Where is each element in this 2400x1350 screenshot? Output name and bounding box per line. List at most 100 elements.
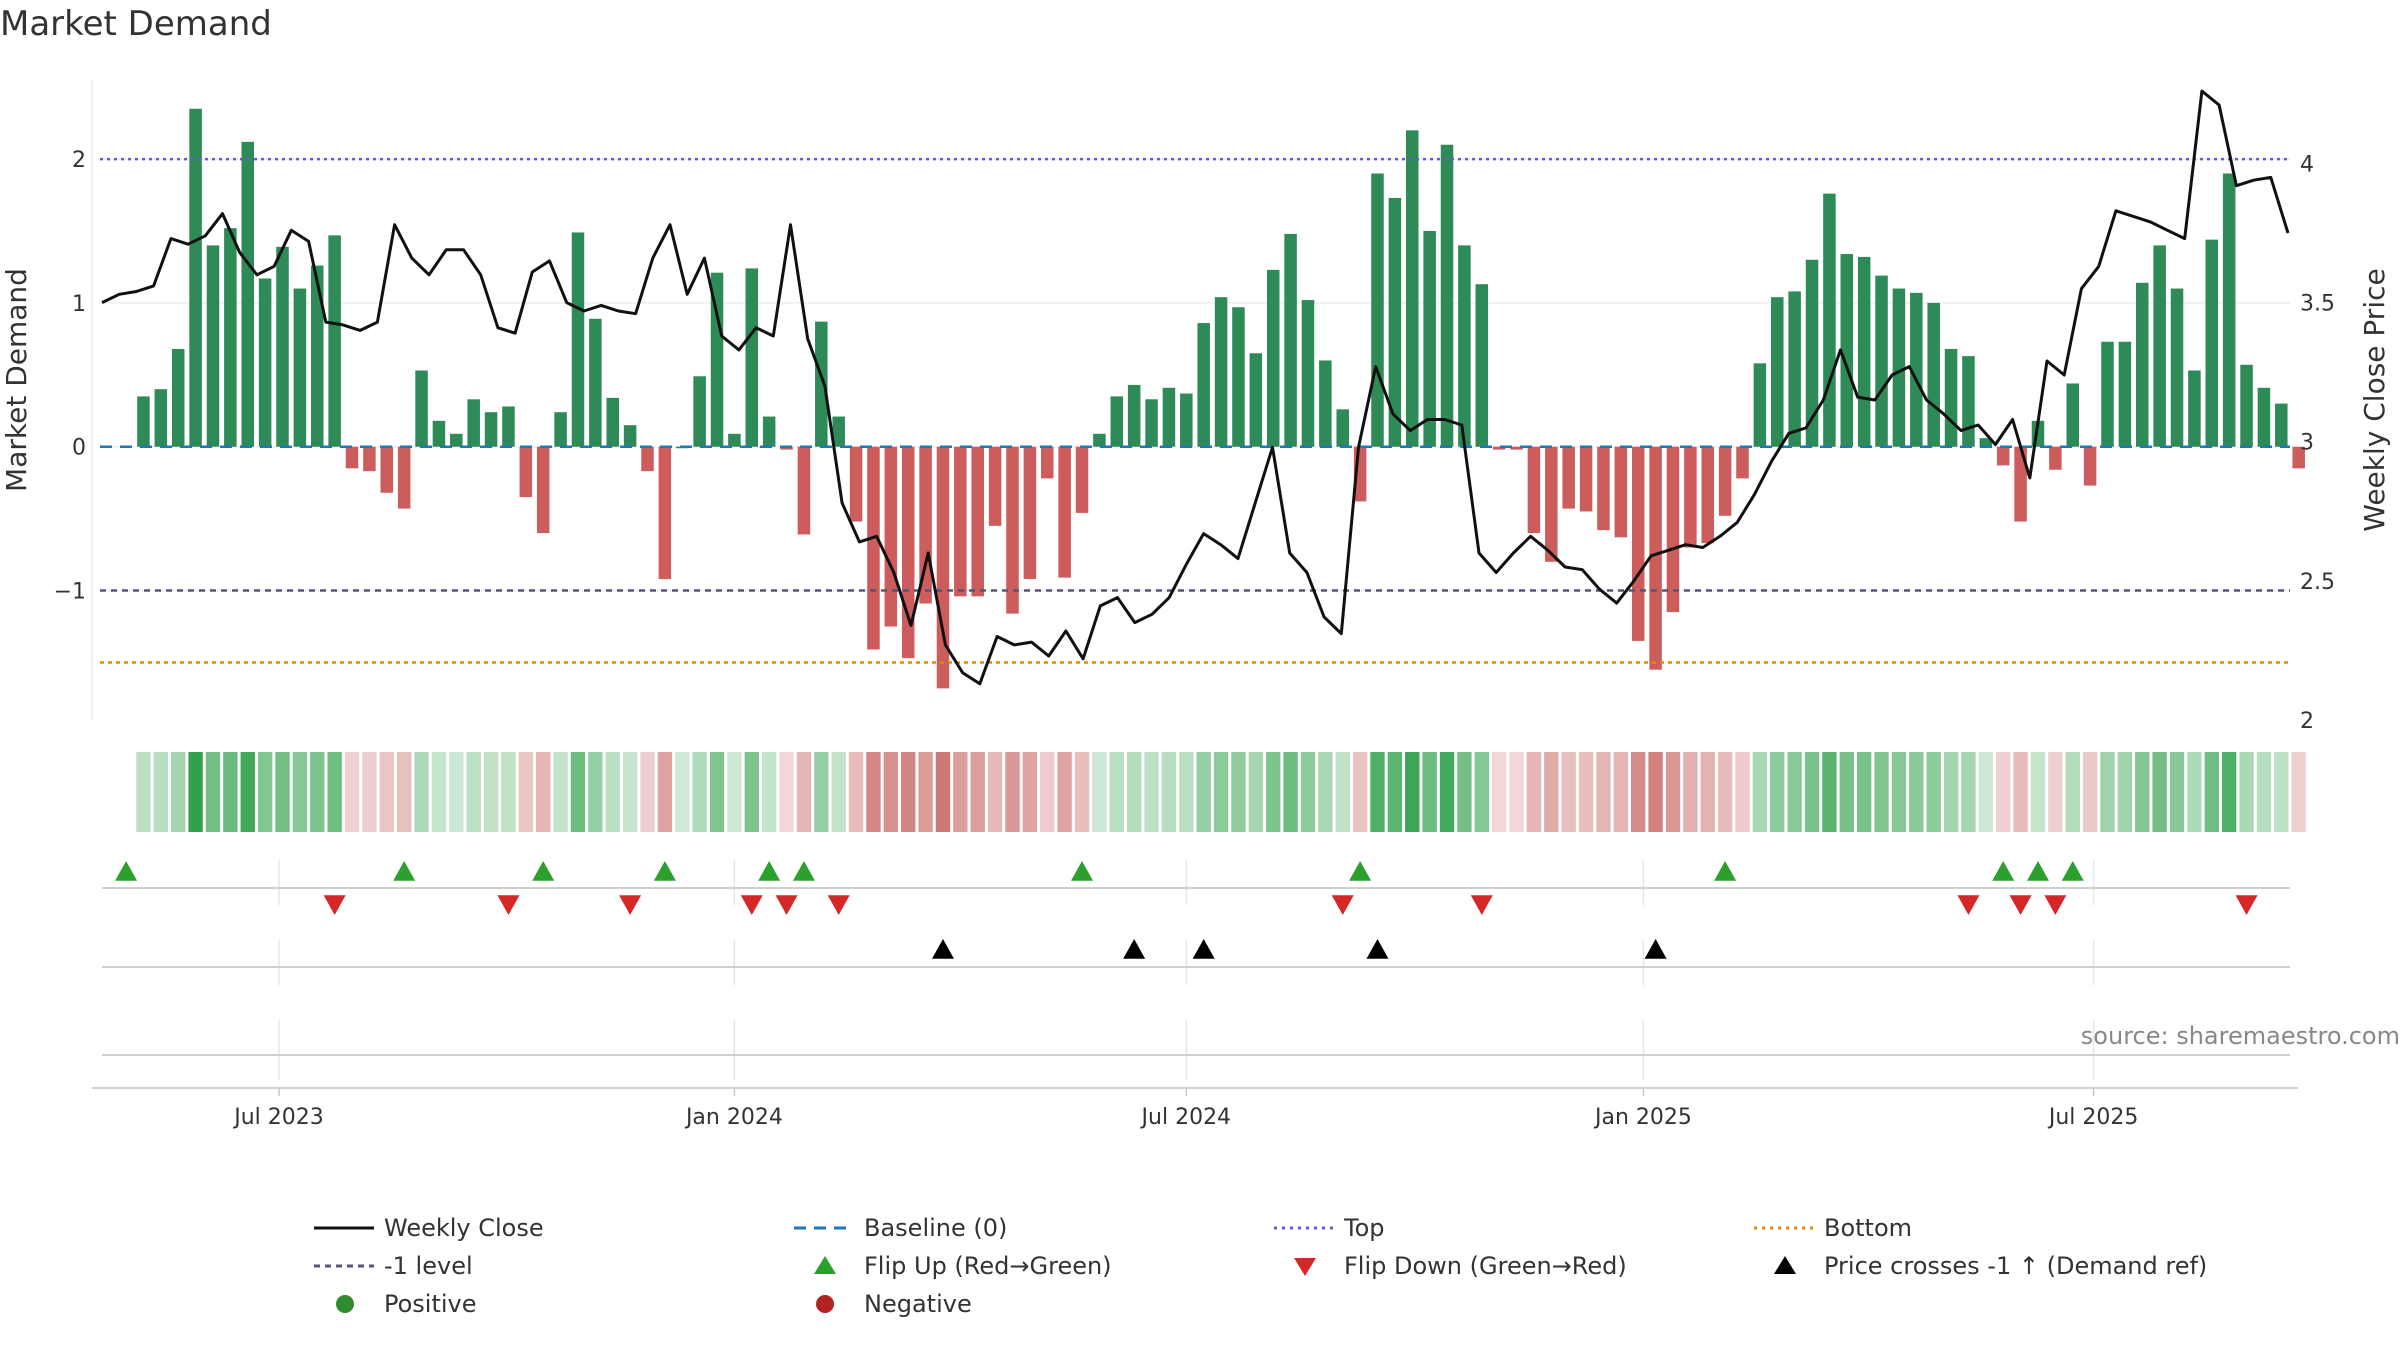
- heat-cell: [605, 752, 620, 832]
- heat-cell: [275, 752, 290, 832]
- heat-cell: [1352, 752, 1368, 832]
- demand-bar: [815, 321, 828, 447]
- y-axis-label: Market Demand: [0, 268, 33, 492]
- heat-cell: [2221, 752, 2237, 832]
- demand-bar: [1162, 387, 1176, 447]
- heat-cell: [1961, 752, 1976, 832]
- legend-label: Negative: [864, 1290, 972, 1318]
- demand-bar: [1805, 259, 1819, 447]
- heat-cell: [1283, 752, 1298, 832]
- heat-cell: [1978, 752, 1994, 832]
- flip-down-marker: [2044, 895, 2067, 915]
- heat-cell: [1735, 752, 1750, 832]
- reference-lines: [100, 157, 2290, 664]
- heat-cell: [2204, 752, 2219, 832]
- heat-cell: [1422, 752, 1437, 832]
- demand-bar: [2118, 341, 2132, 447]
- legend-item-minus-one: -1 level: [310, 1248, 473, 1284]
- y2-tick-label: 4: [2300, 152, 2314, 177]
- heat-cell: [657, 752, 673, 832]
- demand-bar: [762, 416, 776, 447]
- demand-bar: [867, 446, 880, 650]
- heat-cell: [622, 752, 638, 832]
- heat-cell: [2065, 752, 2080, 832]
- legend-dash-blue-icon: [794, 1226, 854, 1230]
- heat-cell: [2030, 752, 2046, 832]
- demand-bar: [728, 433, 741, 447]
- heat-cell: [1057, 752, 1072, 832]
- demand-bar: [884, 446, 898, 627]
- heat-cell: [1370, 752, 1385, 832]
- heat-cell: [796, 752, 812, 832]
- heat-cell: [327, 752, 342, 832]
- legend-label: Positive: [384, 1290, 477, 1318]
- legend-item-price-cross: Price crosses -1 ↑ (Demand ref): [1750, 1248, 2207, 1284]
- heat-cell: [2100, 752, 2115, 832]
- heat-cell: [1405, 752, 1420, 832]
- y2-axis-label: Weekly Close Price: [2358, 268, 2391, 531]
- demand-bar: [2257, 387, 2271, 447]
- demand-bar: [1475, 284, 1489, 447]
- circle-red-icon: [816, 1295, 834, 1313]
- heat-cell: [1266, 752, 1281, 832]
- heat-cell: [1544, 752, 1559, 832]
- demand-bar: [432, 420, 446, 447]
- heat-cell: [1179, 752, 1194, 832]
- heat-cell: [1996, 752, 2011, 832]
- x-tick-label: Jul 2024: [1140, 1105, 1232, 1130]
- heat-cell: [1648, 752, 1663, 832]
- legend-dash-gray-icon: [314, 1264, 374, 1268]
- demand-bar: [2170, 288, 2184, 447]
- heat-cell: [553, 752, 568, 832]
- demand-bar: [293, 288, 307, 447]
- demand-bar: [971, 446, 984, 597]
- flip-down-marker: [1331, 895, 1354, 915]
- demand-bar: [1545, 446, 1558, 562]
- demand-bar: [189, 108, 202, 447]
- heat-cell: [1161, 752, 1177, 832]
- demand-bar: [1875, 275, 1888, 447]
- legend-label: Flip Up (Red→Green): [864, 1252, 1112, 1280]
- heat-cell: [692, 752, 707, 832]
- demand-bar: [1058, 446, 1071, 578]
- legend-item-flip-down: Flip Down (Green→Red): [1270, 1248, 1627, 1284]
- heat-cell: [831, 752, 846, 832]
- demand-bar: [1145, 399, 1158, 447]
- legend-label: Price crosses -1 ↑ (Demand ref): [1824, 1252, 2208, 1280]
- heatmap-strip: [136, 752, 2306, 832]
- heat-cell: [1839, 752, 1854, 832]
- heat-cell: [257, 752, 273, 832]
- demand-bar: [1041, 446, 1054, 479]
- demand-bar: [1319, 360, 1332, 447]
- heat-cell: [292, 752, 308, 832]
- demand-bar: [1180, 393, 1193, 447]
- heat-cell: [1561, 752, 1576, 832]
- heat-cell: [1856, 752, 1872, 832]
- demand-bar: [1840, 254, 1854, 447]
- demand-bar: [2083, 446, 2097, 486]
- heat-cell: [1509, 752, 1524, 832]
- flip-down-marker: [1470, 895, 1493, 915]
- heat-cell: [640, 752, 655, 832]
- legend-label: Weekly Close: [384, 1214, 544, 1242]
- heat-cell: [1196, 752, 1211, 832]
- demand-bar: [623, 425, 637, 447]
- heat-cell: [2169, 752, 2185, 832]
- heat-cell: [1022, 752, 1038, 832]
- heat-cell: [2291, 752, 2306, 832]
- demand-bar: [2014, 446, 2027, 522]
- heat-cell: [1804, 752, 1820, 832]
- demand-bar: [1492, 446, 1506, 450]
- heat-cell: [761, 752, 777, 832]
- event-markers: [115, 861, 2258, 959]
- demand-bar: [2188, 370, 2201, 447]
- heat-cell: [1092, 752, 1107, 832]
- heat-cell: [1596, 752, 1611, 832]
- heat-cell: [970, 752, 985, 832]
- demand-bar: [1093, 433, 1106, 447]
- flip-down-marker: [2009, 895, 2032, 915]
- legend-item-bottom: Bottom: [1750, 1210, 1912, 1246]
- heat-cell: [1074, 752, 1090, 832]
- heat-cell: [1683, 752, 1698, 832]
- demand-bar: [1649, 446, 1662, 670]
